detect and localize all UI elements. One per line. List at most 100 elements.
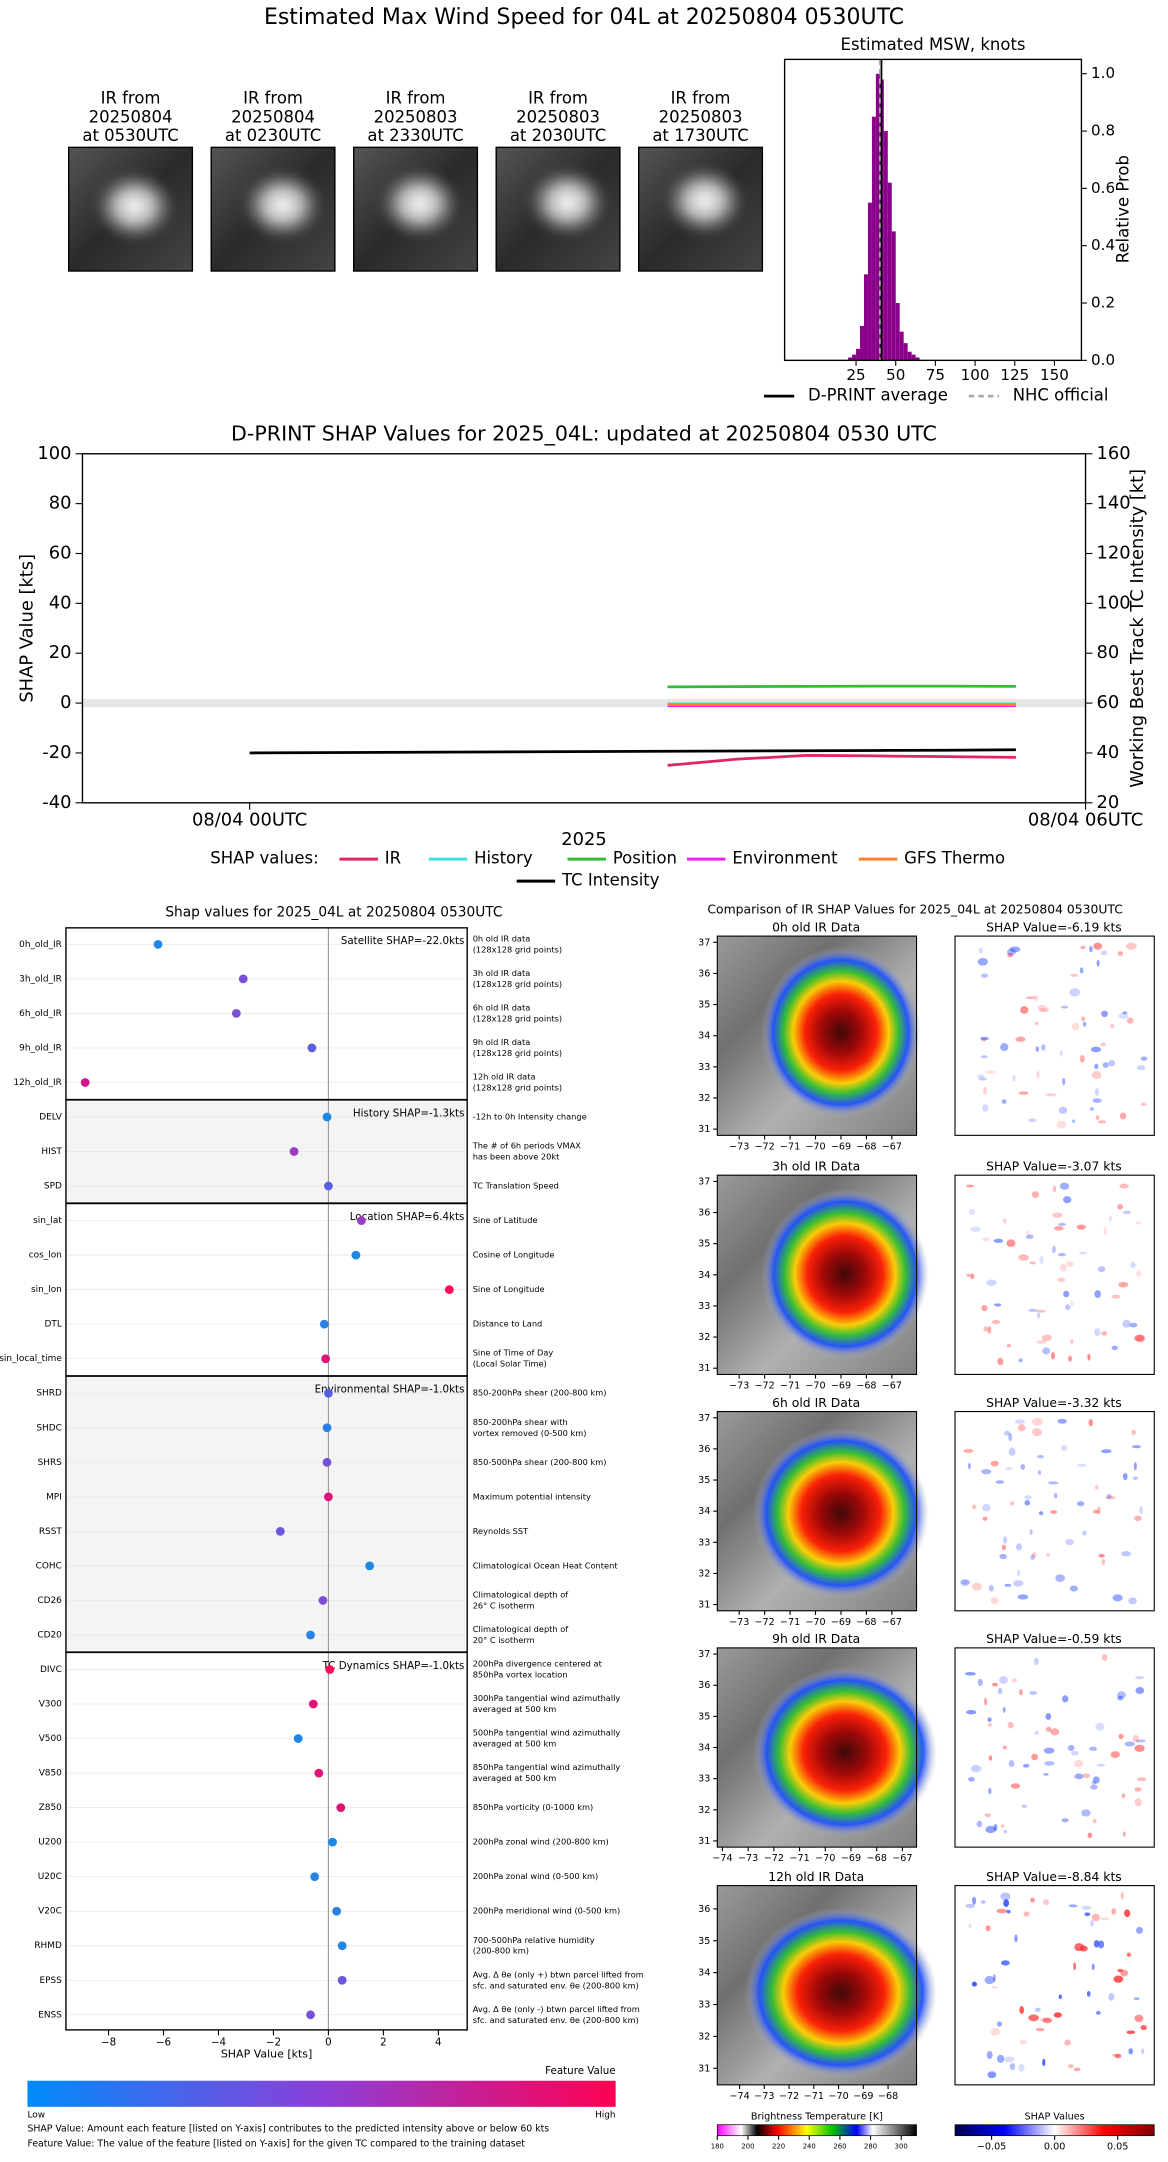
y-tick-label: 32 — [698, 1332, 710, 1343]
shap-speckle — [1092, 1509, 1100, 1514]
thumbnail-frame — [495, 146, 621, 272]
shap-speckle — [1135, 1334, 1146, 1343]
shap-dot — [306, 2010, 315, 2020]
shap-speckle — [1061, 1445, 1068, 1451]
histogram-bar — [903, 343, 908, 361]
feature-description: (Local Solar Time) — [473, 1359, 547, 1369]
shap-speckle — [1042, 2058, 1046, 2067]
feature-name: DELV — [39, 1112, 62, 1122]
shap-speckle — [1039, 1255, 1044, 1264]
colorbar-tick-label: 260 — [833, 2143, 846, 2151]
feature-description: 850hPa vortex location — [473, 1669, 568, 1679]
shap-speckle — [1124, 1909, 1131, 1918]
ir-panel-title: 6h old IR Data — [772, 1396, 860, 1410]
legend-label: Environment — [732, 849, 838, 868]
shap-speckle — [968, 1776, 975, 1782]
shap-speckle — [991, 1985, 998, 1989]
shap-speckle — [1054, 1492, 1058, 1499]
shap-speckle — [1048, 1481, 1059, 1485]
feature-description: 700-500hPa relative humidity — [473, 1935, 595, 1945]
shap-dot — [318, 1596, 328, 1605]
y-tick-label: 20 — [49, 642, 72, 663]
shap-speckle — [970, 1764, 982, 1773]
x-tick-label: −68 — [867, 1853, 887, 1864]
x-tick-label: −2 — [266, 2036, 281, 2048]
shap-speckle — [1082, 1773, 1091, 1779]
feature-description: Climatological Ocean Heat Content — [473, 1560, 619, 1570]
shap-speckle — [1094, 1063, 1099, 1070]
shap-speckle — [1096, 1506, 1101, 1515]
shap-speckle — [1069, 1585, 1078, 1592]
shap-dot — [310, 1872, 320, 1882]
shap-panel-title: SHAP Value=-8.84 kts — [986, 1870, 1122, 1884]
shap-speckle — [1037, 1454, 1044, 1459]
legend-label: GFS Thermo — [904, 849, 1005, 868]
shap-speckle — [1081, 1809, 1091, 1817]
colorbar-tick-label: 0.00 — [1044, 2142, 1065, 2153]
shap-speckle — [1082, 1021, 1087, 1027]
x-tick-label: −8 — [101, 2036, 116, 2048]
feature-name: 6h_old_IR — [19, 1009, 62, 1019]
shap-speckle — [987, 1326, 992, 1334]
colorbar — [954, 2124, 1155, 2137]
shap-speckle — [1093, 942, 1103, 950]
y-tick-label: 0.6 — [1091, 179, 1115, 197]
shap-speckle — [1032, 1428, 1042, 1437]
shap-speckle — [1027, 1118, 1037, 1123]
shap-speckle — [1057, 1253, 1066, 1257]
y-tick-label: 37 — [698, 1649, 710, 1660]
shap-speckle — [1108, 1216, 1112, 1222]
y2-tick-label: 120 — [1097, 542, 1131, 563]
thumbnail-cloud — [663, 165, 746, 237]
colorbar-tick-label: 240 — [803, 2143, 816, 2151]
shap-speckle — [1037, 1005, 1047, 1010]
shap-speckle — [1135, 1739, 1146, 1743]
feature-name: 0h_old_IR — [19, 940, 62, 950]
thumbnail-frame — [210, 146, 336, 272]
shap-speckle — [1018, 1358, 1023, 1363]
shap-speckle — [1095, 1722, 1105, 1731]
x-tick-label: −73 — [729, 1380, 749, 1391]
feature-description: 200hPa zonal wind (200-800 km) — [473, 1837, 609, 1847]
feature-description: 0h old IR data — [473, 933, 531, 943]
feature-description: 200hPa meridional wind (0-500 km) — [473, 1906, 621, 1916]
shap-speckle — [1117, 951, 1124, 956]
shap-speckle — [999, 1553, 1007, 1559]
feature-name: RHMD — [34, 1941, 62, 1951]
colorbar-tick-label: 300 — [895, 2143, 908, 2151]
shap-speckle — [980, 973, 989, 978]
feature-description: 26° C isotherm — [473, 1600, 535, 1610]
shap-speckle — [1029, 1529, 1033, 1535]
shap-dot — [325, 1665, 335, 1674]
x-tick-label: 50 — [886, 366, 905, 384]
shap-speckle — [1017, 1423, 1026, 1432]
shap-speckle — [1135, 1926, 1144, 1934]
shap-speckle — [997, 2021, 1002, 2027]
x-tick-label: −67 — [882, 1380, 902, 1391]
shap-speckle — [1045, 1713, 1052, 1720]
shap-speckle — [1034, 1730, 1039, 1735]
shap-speckle — [1063, 1196, 1072, 1204]
shap-dot — [314, 1768, 324, 1778]
x-tick-label: 75 — [926, 366, 945, 384]
shap-speckle — [966, 1184, 975, 1188]
shap-speckle — [963, 1448, 974, 1453]
shap-speckle — [1134, 1334, 1145, 1342]
shap-speckle — [980, 1055, 988, 1059]
histogram-bar — [899, 331, 904, 361]
shap-speckle — [984, 1976, 995, 1985]
x-tick-label: 0 — [325, 2036, 332, 2048]
y-tick-label: 1.0 — [1091, 64, 1115, 82]
y-tick-label: 40 — [49, 592, 72, 613]
shap-speckle — [1038, 1511, 1044, 1516]
shap-speckle — [992, 1682, 998, 1687]
shap-speckle — [1073, 1759, 1084, 1768]
thumbnail-caption: at 1730UTC — [652, 126, 748, 145]
shap-dot — [308, 1699, 318, 1709]
shap-speckle — [1070, 1301, 1074, 1306]
feature-name: DIVC — [40, 1665, 62, 1675]
feature-name: sin_lon — [31, 1285, 62, 1295]
thumbnail-cloud — [526, 166, 609, 239]
histogram-bar — [883, 131, 888, 361]
shap-speckle — [1002, 1218, 1007, 1224]
